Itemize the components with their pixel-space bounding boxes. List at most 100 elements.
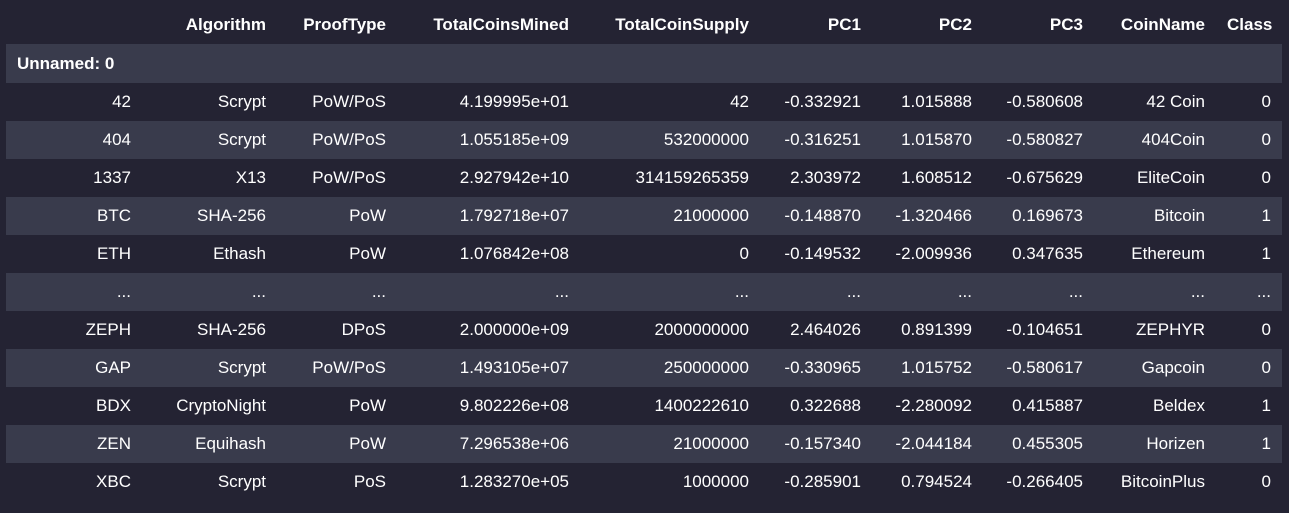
column-header: TotalCoinSupply <box>580 6 760 44</box>
table-cell: PoW/PoS <box>277 83 397 121</box>
table-cell: ... <box>142 273 277 311</box>
table-cell: 1.608512 <box>872 159 983 197</box>
table-cell: -0.285901 <box>760 463 872 501</box>
column-header: TotalCoinsMined <box>397 6 580 44</box>
row-index: 42 <box>6 83 142 121</box>
table-cell: PoW <box>277 235 397 273</box>
row-index: XBC <box>6 463 142 501</box>
table-cell: Ethereum <box>1094 235 1216 273</box>
table-cell: ... <box>983 273 1094 311</box>
table-body: 42 Scrypt PoW/PoS 4.199995e+01 42 -0.332921 1.… <box>6 83 1282 501</box>
column-header: PC3 <box>983 6 1094 44</box>
table-row: ZEN Equihash PoW 7.296538e+06 21000000 -0.157… <box>6 425 1282 463</box>
table-cell: 0.794524 <box>872 463 983 501</box>
table-cell: -0.148870 <box>760 197 872 235</box>
table-row: ZEPH SHA-256 DPoS 2.000000e+09 2000000000 2.4… <box>6 311 1282 349</box>
table-cell: Beldex <box>1094 387 1216 425</box>
row-index: 1337 <box>6 159 142 197</box>
row-index: BDX <box>6 387 142 425</box>
table-cell: 0.322688 <box>760 387 872 425</box>
table-cell: 1 <box>1216 235 1282 273</box>
table-cell: 1000000 <box>580 463 760 501</box>
table-cell: Equihash <box>142 425 277 463</box>
table-cell: -0.332921 <box>760 83 872 121</box>
column-header: Algorithm <box>142 6 277 44</box>
table-cell: ... <box>872 273 983 311</box>
table-row: ETH Ethash PoW 1.076842e+08 0 -0.149532 -2.009… <box>6 235 1282 273</box>
table-cell: 42 <box>580 83 760 121</box>
table-cell: ... <box>1094 273 1216 311</box>
index-name-row: Unnamed: 0 <box>6 44 1282 83</box>
column-header: CoinName <box>1094 6 1216 44</box>
table-cell: ... <box>760 273 872 311</box>
table-cell: PoW/PoS <box>277 121 397 159</box>
table-cell: 2000000000 <box>580 311 760 349</box>
table-cell: 314159265359 <box>580 159 760 197</box>
table-cell: 0.891399 <box>872 311 983 349</box>
table-cell: 1.283270e+05 <box>397 463 580 501</box>
table-cell: 404Coin <box>1094 121 1216 159</box>
table-cell: 0 <box>1216 311 1282 349</box>
table-cell: ... <box>1216 273 1282 311</box>
table-row: 404 Scrypt PoW/PoS 1.055185e+09 532000000 -0.… <box>6 121 1282 159</box>
table-cell: X13 <box>142 159 277 197</box>
table-cell: 1.076842e+08 <box>397 235 580 273</box>
table-cell: 1.015888 <box>872 83 983 121</box>
table-cell: PoW/PoS <box>277 349 397 387</box>
table-cell: Scrypt <box>142 83 277 121</box>
table-cell: -0.330965 <box>760 349 872 387</box>
table-cell: 0 <box>1216 121 1282 159</box>
table-cell: 0.169673 <box>983 197 1094 235</box>
table-cell: 2.303972 <box>760 159 872 197</box>
table-cell: ZEPHYR <box>1094 311 1216 349</box>
table-cell: -0.316251 <box>760 121 872 159</box>
table-cell: 1.015870 <box>872 121 983 159</box>
table-cell: 0.347635 <box>983 235 1094 273</box>
table-cell: -1.320466 <box>872 197 983 235</box>
table-cell: SHA-256 <box>142 197 277 235</box>
table-row: .............................. <box>6 273 1282 311</box>
table-cell: -0.580608 <box>983 83 1094 121</box>
table-cell: 2.000000e+09 <box>397 311 580 349</box>
column-header: ProofType <box>277 6 397 44</box>
row-index: BTC <box>6 197 142 235</box>
table-cell: 1.015752 <box>872 349 983 387</box>
table-cell: 0 <box>1216 159 1282 197</box>
table-cell: -0.266405 <box>983 463 1094 501</box>
table-cell: 2.927942e+10 <box>397 159 580 197</box>
table-cell: 1.055185e+09 <box>397 121 580 159</box>
dataframe-table: Algorithm ProofType TotalCoinsMined Tota… <box>6 6 1282 501</box>
header-corner <box>6 6 142 44</box>
table-cell: PoW <box>277 197 397 235</box>
table-cell: BitcoinPlus <box>1094 463 1216 501</box>
column-header: Class <box>1216 6 1282 44</box>
index-name-label: Unnamed: 0 <box>6 44 142 83</box>
row-index: ZEN <box>6 425 142 463</box>
table-cell: 0 <box>1216 83 1282 121</box>
table-cell: PoW <box>277 425 397 463</box>
table-row: BDX CryptoNight PoW 9.802226e+08 1400222610 0… <box>6 387 1282 425</box>
table-cell: -0.149532 <box>760 235 872 273</box>
row-index: ZEPH <box>6 311 142 349</box>
row-index: ETH <box>6 235 142 273</box>
table-cell: Gapcoin <box>1094 349 1216 387</box>
row-index: GAP <box>6 349 142 387</box>
table-cell: 7.296538e+06 <box>397 425 580 463</box>
table-cell: 9.802226e+08 <box>397 387 580 425</box>
table-cell: Bitcoin <box>1094 197 1216 235</box>
table-cell: PoW/PoS <box>277 159 397 197</box>
table-row: 42 Scrypt PoW/PoS 4.199995e+01 42 -0.332921 1.… <box>6 83 1282 121</box>
table-cell: 0.455305 <box>983 425 1094 463</box>
table-cell: 250000000 <box>580 349 760 387</box>
table-cell: -0.675629 <box>983 159 1094 197</box>
table-cell: 0 <box>580 235 760 273</box>
table-cell: -2.009936 <box>872 235 983 273</box>
table-cell: -2.280092 <box>872 387 983 425</box>
table-row: 1337 X13 PoW/PoS 2.927942e+10 314159265359 2.… <box>6 159 1282 197</box>
table-cell: 1.493105e+07 <box>397 349 580 387</box>
table-cell: 1 <box>1216 387 1282 425</box>
table-cell: -0.580827 <box>983 121 1094 159</box>
table-cell: DPoS <box>277 311 397 349</box>
table-cell: Scrypt <box>142 121 277 159</box>
